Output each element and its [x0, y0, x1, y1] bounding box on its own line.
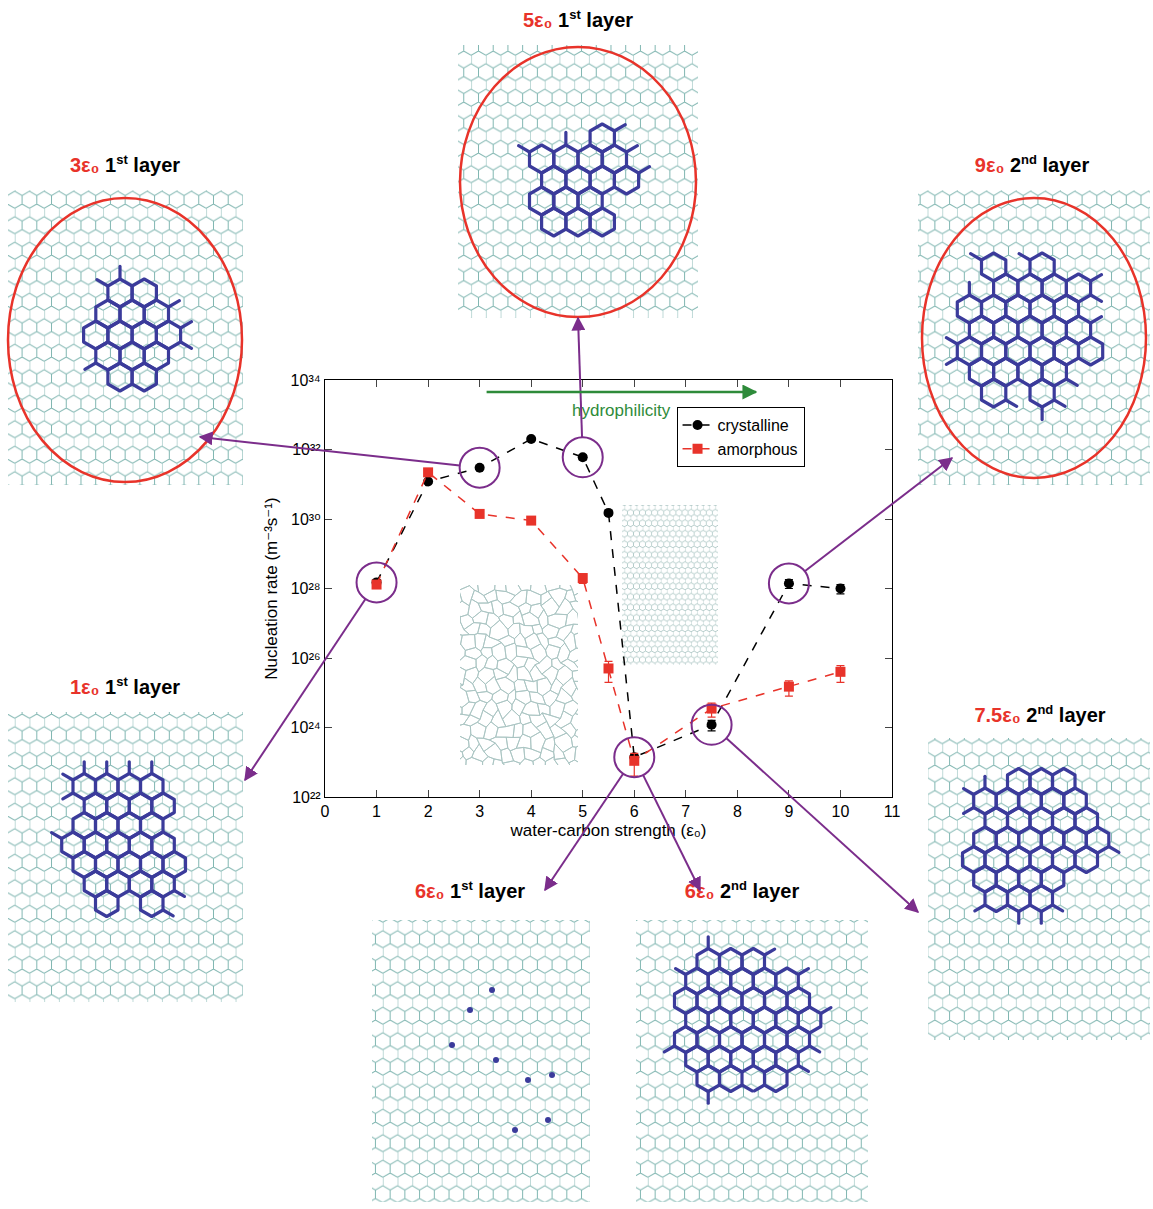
svg-text:3: 3 [475, 803, 484, 820]
svg-text:10³⁰: 10³⁰ [291, 511, 321, 528]
svg-text:hydrophilicity: hydrophilicity [572, 401, 671, 420]
svg-text:10: 10 [832, 803, 850, 820]
svg-text:5ε₀ 1st layer: 5ε₀ 1st layer [523, 7, 633, 31]
svg-text:10²⁸: 10²⁸ [291, 580, 321, 597]
svg-text:6ε₀ 2nd layer: 6ε₀ 2nd layer [685, 878, 800, 902]
svg-text:crystalline: crystalline [718, 417, 789, 434]
svg-text:5: 5 [578, 803, 587, 820]
svg-text:11: 11 [884, 803, 901, 820]
svg-text:6: 6 [630, 803, 639, 820]
svg-text:3ε₀ 1st layer: 3ε₀ 1st layer [70, 152, 180, 176]
svg-text:9: 9 [784, 803, 793, 820]
svg-text:6ε₀ 1st layer: 6ε₀ 1st layer [415, 878, 525, 902]
svg-text:10³⁴: 10³⁴ [291, 372, 321, 389]
svg-text:water-carbon strength (ε₀): water-carbon strength (ε₀) [509, 821, 706, 840]
svg-text:10²⁴: 10²⁴ [291, 719, 321, 736]
svg-text:7.5ε₀ 2nd layer: 7.5ε₀ 2nd layer [974, 702, 1105, 726]
svg-text:4: 4 [527, 803, 536, 820]
svg-text:amorphous: amorphous [718, 441, 798, 458]
svg-text:10²²: 10²² [292, 789, 321, 806]
svg-text:Nucleation rate (m⁻³s⁻¹): Nucleation rate (m⁻³s⁻¹) [262, 497, 281, 679]
svg-text:9ε₀ 2nd layer: 9ε₀ 2nd layer [975, 152, 1090, 176]
svg-text:10³²: 10³² [292, 441, 321, 458]
svg-text:1ε₀ 1st layer: 1ε₀ 1st layer [70, 674, 180, 698]
svg-text:1: 1 [372, 803, 381, 820]
svg-text:0: 0 [321, 803, 330, 820]
svg-text:2: 2 [424, 803, 433, 820]
svg-text:10²⁶: 10²⁶ [291, 650, 321, 667]
svg-text:8: 8 [733, 803, 742, 820]
svg-text:7: 7 [681, 803, 690, 820]
